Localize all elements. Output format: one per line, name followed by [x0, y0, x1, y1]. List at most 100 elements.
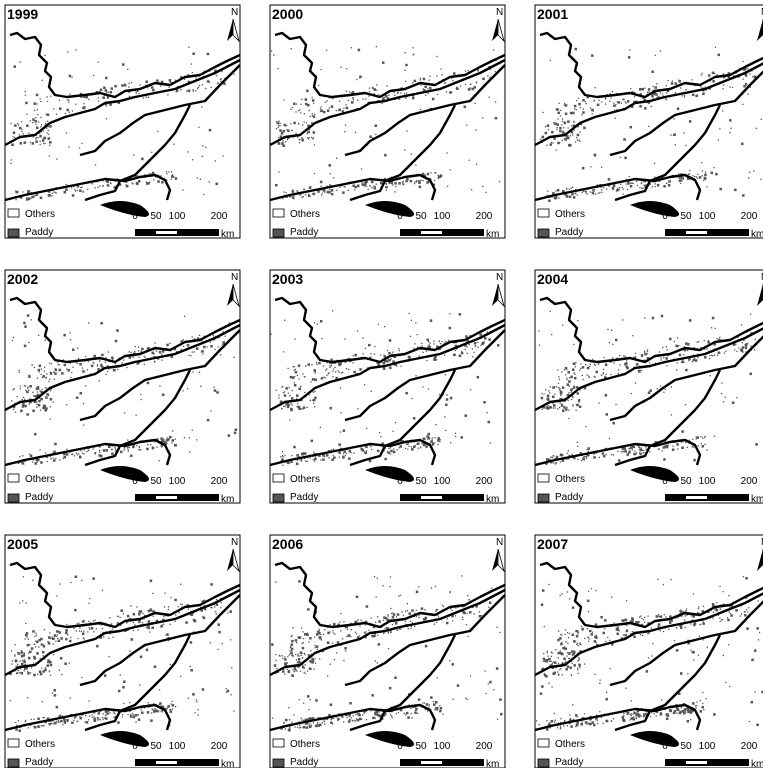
paddy-pixel [382, 98, 385, 101]
paddy-pixel [374, 187, 377, 190]
paddy-pixel [98, 454, 101, 457]
paddy-pixel [660, 616, 661, 617]
paddy-pixel [625, 619, 628, 622]
paddy-pixel [169, 79, 172, 82]
paddy-pixel [360, 620, 361, 621]
paddy-pixel [603, 373, 604, 374]
paddy-pixel [31, 667, 32, 668]
paddy-pixel [122, 686, 125, 689]
paddy-pixel [49, 125, 52, 128]
paddy-pixel [408, 628, 409, 629]
paddy-pixel [626, 367, 629, 370]
paddy-pixel [355, 714, 356, 715]
paddy-pixel [220, 607, 221, 608]
paddy-pixel [405, 81, 406, 82]
paddy-pixel [127, 615, 129, 618]
paddy-pixel [152, 352, 155, 355]
paddy-pixel [66, 132, 67, 133]
paddy-pixel [741, 349, 744, 352]
paddy-pixel [169, 436, 172, 439]
legend-label: Others [555, 739, 585, 750]
paddy-pixel [707, 647, 708, 648]
paddy-pixel [430, 696, 433, 699]
paddy-pixel [560, 728, 561, 729]
paddy-pixel [195, 77, 196, 78]
paddy-pixel [735, 609, 738, 612]
paddy-pixel [536, 720, 537, 721]
paddy-pixel [420, 79, 421, 80]
paddy-pixel [417, 442, 420, 445]
paddy-pixel [574, 652, 575, 653]
paddy-pixel [140, 610, 143, 613]
paddy-pixel [330, 704, 333, 707]
paddy-pixel [379, 432, 380, 433]
paddy-pixel [711, 172, 714, 175]
paddy-pixel [278, 137, 279, 138]
paddy-pixel [99, 719, 100, 720]
paddy-pixel [371, 449, 372, 450]
paddy-pixel [615, 104, 616, 105]
paddy-pixel [381, 103, 382, 104]
paddy-pixel [758, 600, 759, 601]
paddy-pixel [292, 404, 293, 405]
paddy-pixel [479, 333, 482, 336]
paddy-pixel [473, 352, 474, 353]
paddy-pixel [694, 176, 695, 177]
paddy-pixel [312, 113, 313, 114]
paddy-pixel [460, 85, 461, 86]
paddy-pixel [436, 622, 437, 623]
paddy-pixel [346, 453, 347, 454]
paddy-pixel [298, 658, 301, 661]
paddy-pixel [750, 314, 751, 315]
paddy-pixel [577, 446, 578, 447]
paddy-pixel [191, 63, 192, 64]
paddy-pixel [283, 140, 284, 141]
paddy-pixel [325, 377, 326, 378]
paddy-pixel [75, 191, 76, 192]
paddy-pixel [613, 454, 614, 455]
paddy-pixel [405, 611, 406, 612]
paddy-pixel [754, 349, 755, 350]
paddy-pixel [457, 684, 460, 687]
paddy-pixel [110, 182, 111, 183]
paddy-pixel [66, 624, 67, 625]
paddy-pixel [307, 133, 308, 134]
paddy-pixel [283, 406, 284, 407]
paddy-pixel [79, 190, 82, 193]
paddy-pixel [426, 360, 427, 361]
paddy-pixel [692, 79, 693, 80]
paddy-pixel [34, 110, 35, 111]
paddy-pixel [368, 189, 369, 190]
paddy-pixel [681, 430, 684, 433]
paddy-pixel [415, 165, 416, 166]
paddy-pixel [85, 715, 86, 716]
paddy-pixel [676, 627, 677, 628]
paddy-pixel [42, 701, 43, 702]
paddy-pixel [546, 458, 549, 461]
paddy-pixel [661, 699, 662, 700]
paddy-pixel [594, 636, 597, 639]
paddy-pixel [619, 364, 620, 365]
paddy-pixel [34, 433, 37, 436]
paddy-pixel [427, 711, 428, 712]
paddy-pixel [296, 642, 297, 643]
paddy-pixel [697, 436, 700, 439]
paddy-pixel [568, 652, 571, 655]
paddy-pixel [570, 112, 573, 115]
paddy-pixel [441, 341, 442, 342]
scale-label: 50 [150, 741, 162, 752]
paddy-pixel [430, 343, 431, 344]
paddy-pixel [353, 355, 354, 356]
paddy-pixel [579, 666, 580, 667]
paddy-pixel [636, 717, 637, 718]
paddy-pixel [560, 110, 561, 111]
paddy-pixel [72, 110, 73, 111]
paddy-pixel [139, 449, 140, 450]
paddy-pixel [331, 193, 334, 196]
paddy-pixel [377, 662, 378, 663]
paddy-pixel [106, 91, 107, 92]
panel-year: 2006 [272, 536, 303, 552]
paddy-pixel [79, 363, 82, 366]
paddy-pixel [298, 365, 301, 368]
paddy-pixel [131, 638, 134, 641]
